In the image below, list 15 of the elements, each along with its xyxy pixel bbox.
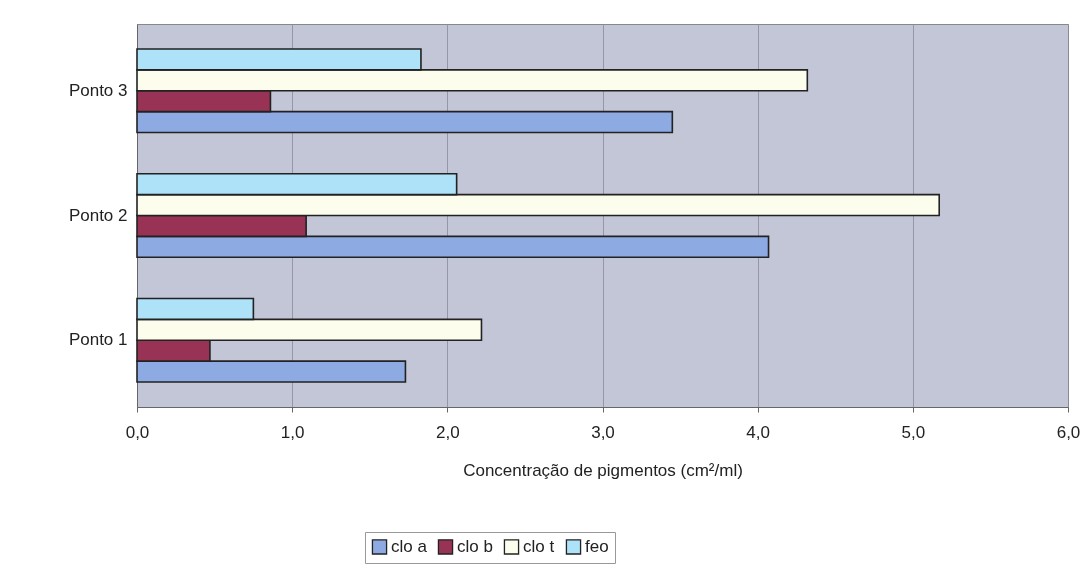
legend-label: feo bbox=[585, 536, 609, 556]
x-tick-label: 6,0 bbox=[1056, 422, 1081, 442]
x-tick-label: 1,0 bbox=[280, 422, 305, 442]
legend-label: clo t bbox=[523, 536, 555, 556]
x-tick-label: 2,0 bbox=[436, 422, 460, 442]
x-tick-label: 3,0 bbox=[591, 422, 615, 442]
x-tick-label: 4,0 bbox=[746, 422, 770, 442]
y-tick-label: Ponto 2 bbox=[68, 205, 128, 225]
x-tick-label: 5,0 bbox=[901, 422, 926, 442]
y-tick-label: Ponto 3 bbox=[68, 80, 128, 100]
y-tick-label: Ponto 1 bbox=[68, 330, 128, 350]
x-tick-label: 0,0 bbox=[125, 422, 150, 442]
x-axis-title: Concentração de pigmentos (cm²/ml) bbox=[463, 460, 743, 480]
legend-label: clo b bbox=[457, 536, 493, 556]
legend-label: clo a bbox=[391, 536, 428, 556]
